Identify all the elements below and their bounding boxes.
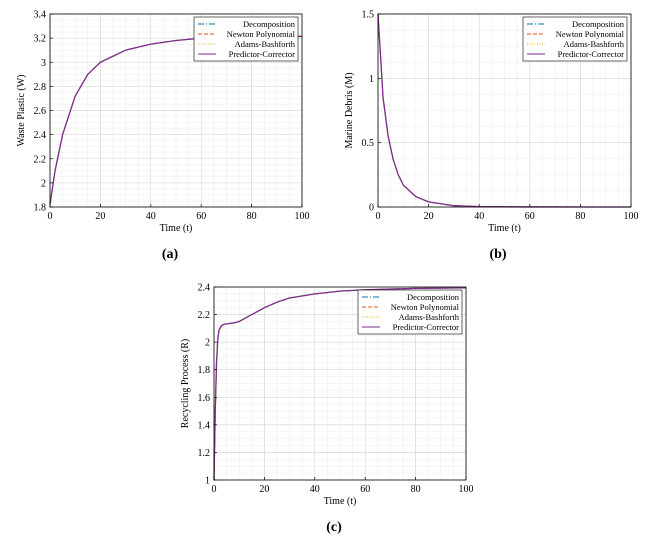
x-tick-label: 20: [95, 211, 105, 222]
x-tick-label: 60: [360, 484, 370, 495]
y-tick-label: 3.4: [34, 10, 47, 21]
y-tick-label: 2.4: [34, 130, 47, 141]
y-axis-label: Waste Plastic (W): [16, 75, 27, 147]
x-tick-label: 0: [376, 211, 381, 222]
legend-label: Predictor-Corrector: [558, 49, 625, 59]
y-tick-label: 2.6: [34, 106, 47, 117]
y-tick-label: 1: [369, 74, 374, 85]
series-group: [213, 287, 467, 481]
chart-b: 0 20 40 60 80 100 0 0.5 1 1.5 Time (t) Marine Debri…: [344, 10, 639, 263]
y-tick-label: 1.8: [34, 203, 47, 214]
y-tick-label: 2: [41, 178, 46, 189]
x-tick-label: 100: [459, 484, 474, 495]
y-tick-label: 3.2: [34, 34, 47, 45]
y-tick-label: 3: [41, 58, 46, 69]
x-tick-label: 40: [474, 211, 484, 222]
axes-frame: [213, 286, 467, 481]
y-tick-label: 1.2: [198, 448, 211, 459]
legend-label: Newton Polynomial: [556, 29, 625, 39]
x-tick-label: 100: [295, 211, 310, 222]
series-line-predictor-corrector: [213, 287, 467, 481]
y-tick-label: 1.6: [198, 393, 211, 404]
x-tick-label: 80: [575, 211, 585, 222]
legend-label: Predictor-Corrector: [229, 49, 296, 59]
x-axis-label: Time (t): [324, 496, 357, 507]
x-tick-label: 20: [424, 211, 434, 222]
y-tick-label: 1.4: [198, 420, 211, 431]
x-tick-label: 100: [624, 211, 639, 222]
x-tick-label: 0: [212, 484, 217, 495]
legend-label: Newton Polynomial: [227, 29, 296, 39]
legend-label: Decomposition: [407, 292, 460, 302]
legend-label: Adams-Bashforth: [564, 39, 625, 49]
x-tick-label: 80: [411, 484, 421, 495]
x-tick-label: 40: [310, 484, 320, 495]
y-tick-label: 1.8: [198, 365, 211, 376]
chart-a: 0 20 40 60 80 100 1.8 2 2.2 2.4 2.6 2.8 3 3.2 3.4 Time …: [16, 10, 310, 263]
legend-label: Adams-Bashforth: [235, 39, 296, 49]
x-tick-label: 60: [525, 211, 535, 222]
y-tick-label: 0.5: [362, 138, 375, 149]
panel-label: (b): [489, 247, 506, 262]
axes-frame: [377, 13, 632, 208]
y-tick-label: 2: [205, 338, 210, 349]
y-tick-label: 2.8: [34, 82, 47, 93]
y-tick-label: 2.4: [198, 283, 211, 294]
legend-label: Decomposition: [572, 19, 625, 29]
panel-label: (a): [162, 247, 179, 262]
y-tick-label: 0: [369, 203, 374, 214]
y-tick-label: 1: [205, 476, 210, 487]
y-tick-label: 2.2: [34, 154, 47, 165]
x-tick-label: 0: [48, 211, 53, 222]
x-axis-label: Time (t): [488, 223, 521, 234]
y-tick-label: 1.5: [362, 10, 375, 21]
chart-c: 0 20 40 60 80 100 1 1.2 1.4 1.6 1.8 2 2.2 2.4 Time (t)…: [180, 283, 474, 536]
y-axis-label: Recycling Process (R): [180, 339, 191, 428]
legend-label: Predictor-Corrector: [393, 322, 460, 332]
x-tick-label: 20: [259, 484, 269, 495]
legend-label: Newton Polynomial: [391, 302, 460, 312]
y-axis-label: Marine Debris (M): [344, 72, 355, 148]
x-tick-label: 60: [196, 211, 206, 222]
y-tick-label: 2.2: [198, 310, 211, 321]
panel-label: (c): [326, 520, 342, 535]
x-tick-label: 40: [146, 211, 156, 222]
x-tick-label: 80: [247, 211, 257, 222]
legend-label: Decomposition: [243, 19, 296, 29]
legend-label: Adams-Bashforth: [399, 312, 460, 322]
x-axis-label: Time (t): [160, 223, 193, 234]
